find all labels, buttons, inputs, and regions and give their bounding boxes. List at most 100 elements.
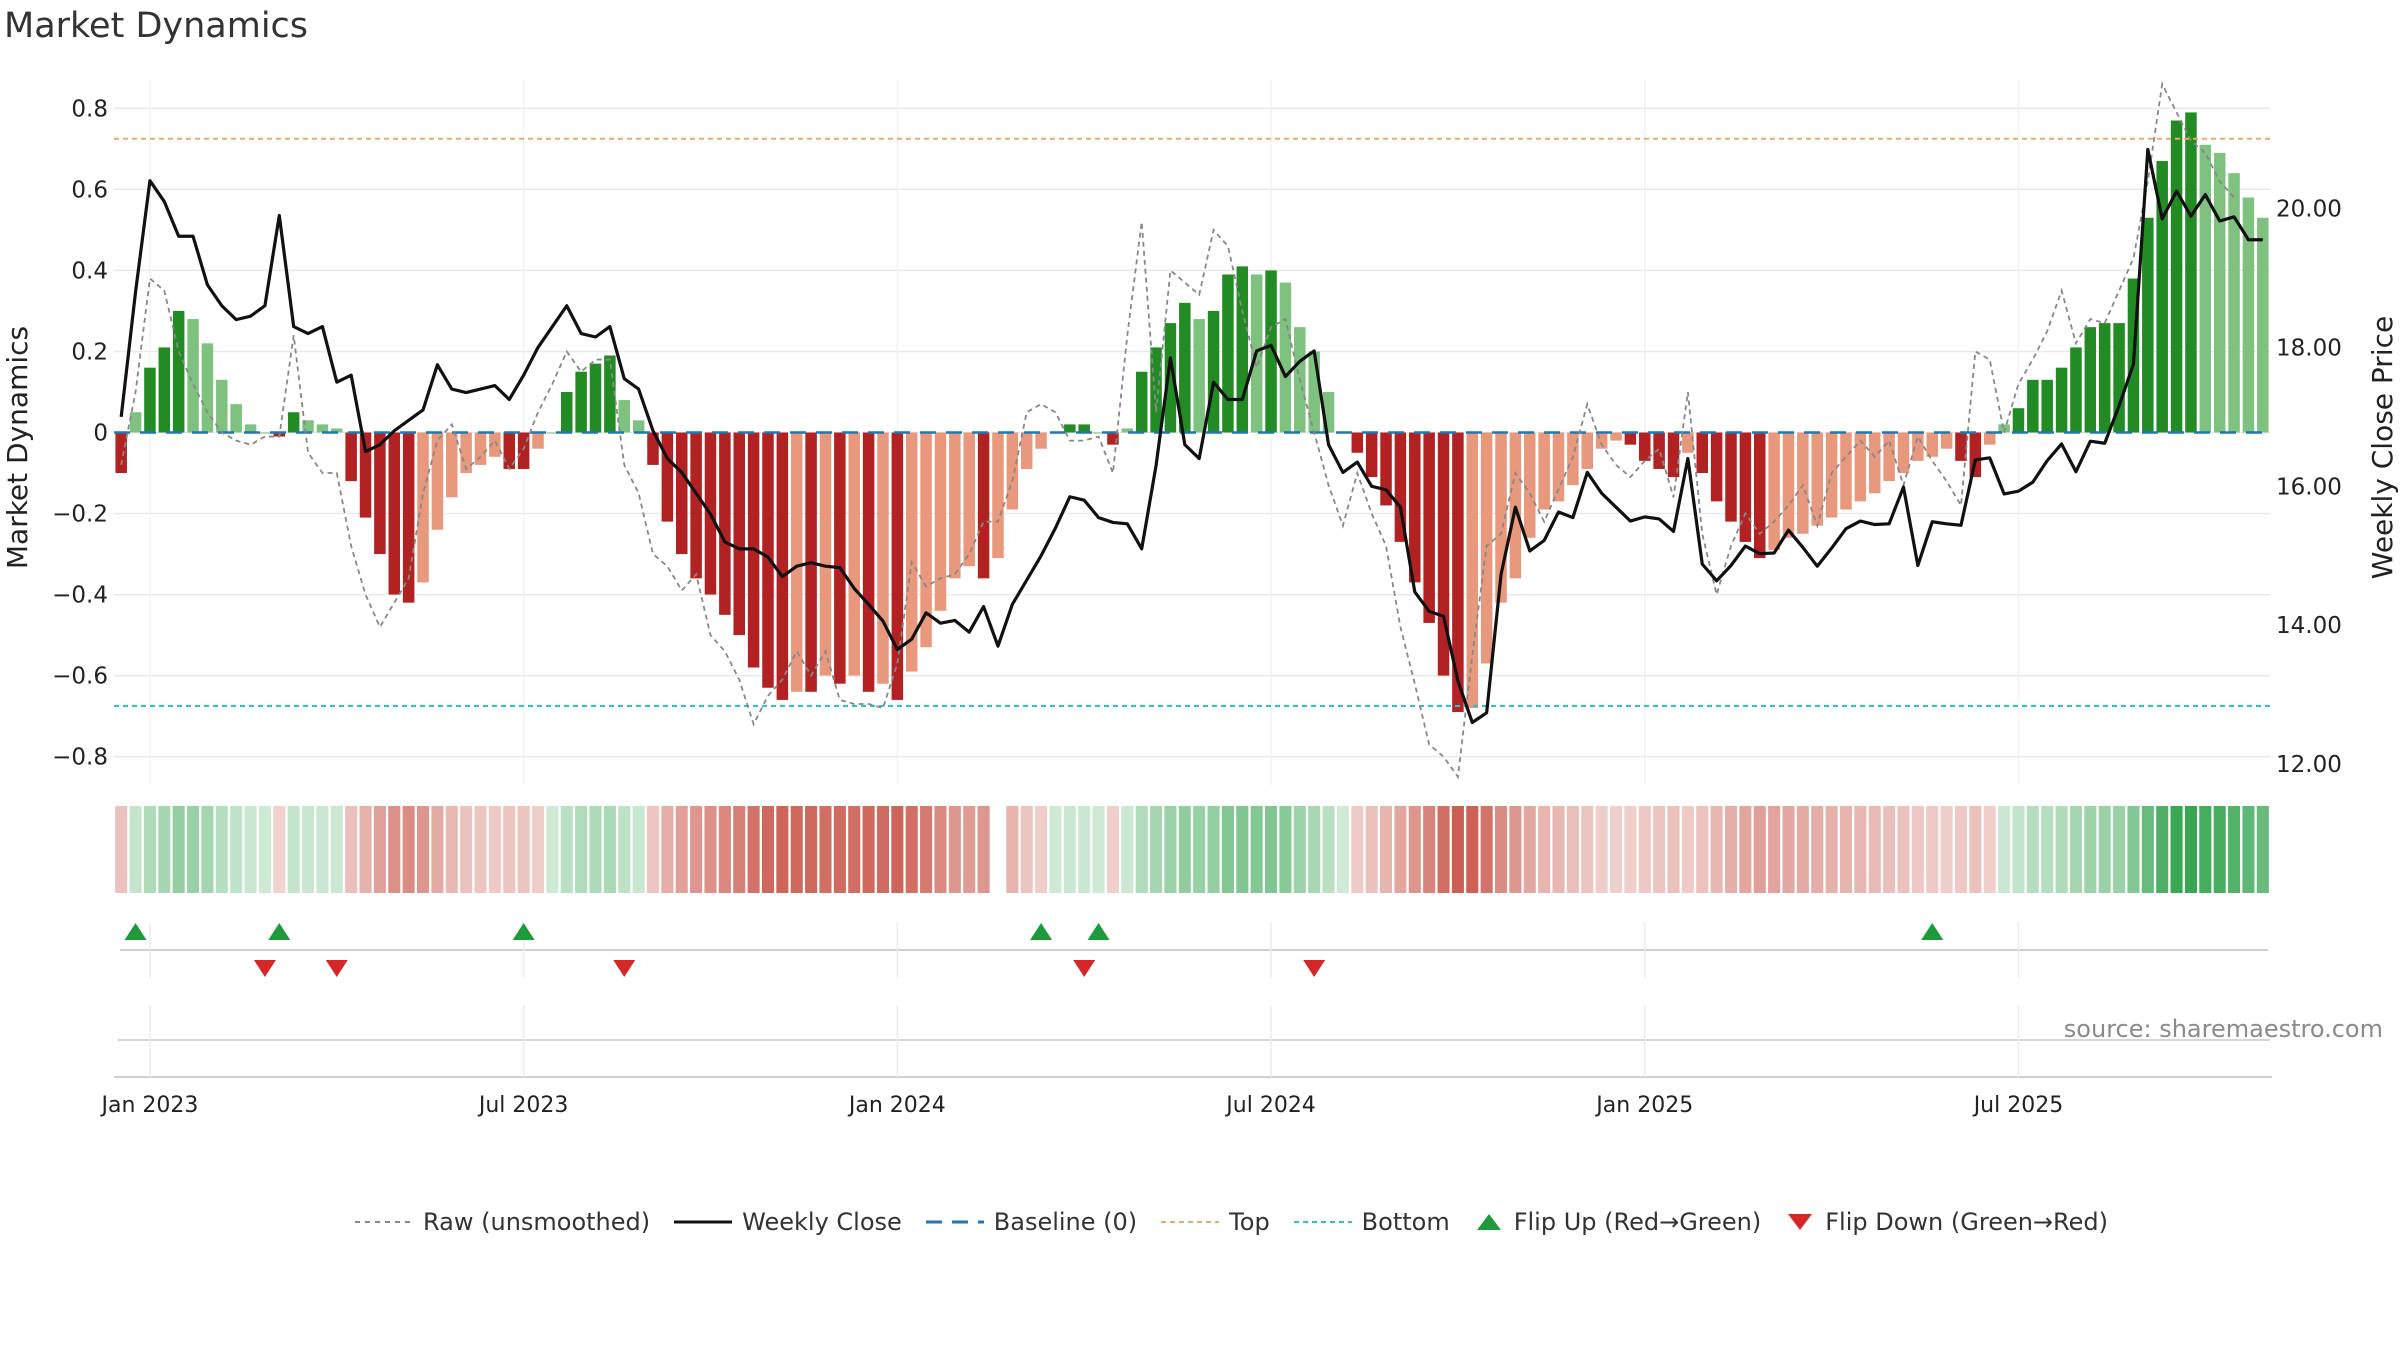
legend-item-weekly-close: Weekly Close	[674, 1208, 902, 1236]
bar	[2257, 217, 2269, 433]
y-tick-label-left: −0.4	[52, 583, 108, 609]
legend-label-baseline: Baseline (0)	[993, 1208, 1138, 1236]
bar	[1969, 432, 1982, 478]
bar	[934, 432, 947, 611]
heat-cell	[302, 806, 315, 893]
heat-cell	[776, 806, 789, 893]
heat-cell	[244, 806, 257, 893]
bar	[661, 432, 674, 522]
bar	[1710, 432, 1723, 502]
heat-cell	[1279, 806, 1292, 893]
flip-down-marker	[1303, 960, 1326, 977]
heat-cell	[1135, 806, 1148, 893]
bar	[1610, 432, 1622, 441]
heat-cell	[1035, 806, 1048, 893]
bar	[402, 432, 415, 603]
heat-cell	[575, 806, 588, 893]
heat-cell	[747, 806, 760, 893]
heat-cell	[733, 806, 746, 893]
bar	[316, 424, 329, 433]
bar	[144, 367, 156, 433]
heat-cell	[1911, 806, 1924, 893]
bar	[1854, 432, 1867, 502]
bar	[1840, 432, 1852, 510]
bar	[891, 432, 904, 700]
heat-cell	[1653, 806, 1666, 893]
heat-cell	[646, 806, 660, 893]
bar	[1883, 432, 1895, 482]
bar	[1797, 432, 1809, 534]
heat-cell	[1667, 806, 1680, 893]
heat-cell	[2156, 806, 2169, 893]
bar	[431, 432, 444, 530]
bar	[2098, 323, 2111, 433]
legend-label-flip-down: Flip Down (Green→Red)	[1825, 1208, 2108, 1236]
heat-cell	[1753, 806, 1766, 893]
bar	[1279, 282, 1292, 433]
bar	[1466, 432, 1479, 709]
bar	[1897, 432, 1910, 474]
heat-cell	[143, 806, 156, 893]
heat-cell	[2113, 806, 2126, 893]
y-tick-label-right: 20.00	[2276, 196, 2342, 222]
bar	[446, 432, 458, 498]
x-tick-label: Jul 2025	[1972, 1093, 2064, 1118]
bar	[1394, 432, 1407, 542]
bar	[776, 432, 789, 700]
bar	[632, 420, 645, 433]
heat-cell	[215, 806, 228, 893]
bar	[819, 432, 832, 676]
heat-cell	[704, 806, 717, 893]
legend-label-raw: Raw (unsmoothed)	[423, 1208, 651, 1236]
bar	[489, 432, 501, 457]
x-tick-label: Jul 2024	[1224, 1093, 1316, 1118]
heat-cell	[431, 806, 444, 893]
raw-unsmoothed-line	[120, 81, 2235, 780]
heat-cell	[1854, 806, 1867, 893]
bar	[2027, 379, 2039, 433]
heat-cell	[963, 806, 976, 893]
bar	[1322, 391, 1335, 433]
bar	[690, 432, 702, 579]
heat-cell	[258, 806, 271, 893]
legend-label-top: Top	[1229, 1208, 1270, 1236]
bar	[561, 391, 573, 433]
bar	[2228, 173, 2240, 433]
bar	[460, 432, 472, 474]
bar	[604, 355, 616, 433]
heat-cell	[1437, 806, 1450, 893]
heat-cell	[1681, 806, 1694, 893]
y-tick-label-left: 0.2	[71, 339, 108, 365]
bar	[1768, 432, 1780, 550]
y-tick-label-right: 16.00	[2276, 474, 2342, 500]
heat-cell	[934, 806, 947, 893]
bar	[1782, 432, 1795, 538]
y-tick-label-left: −0.2	[52, 502, 108, 528]
bar	[1107, 432, 1119, 445]
heat-cell	[187, 806, 200, 893]
bar	[719, 432, 731, 615]
bar	[129, 412, 142, 433]
source-attribution: source: sharemaestro.com	[2063, 1015, 2383, 1043]
bar	[1696, 432, 1709, 474]
heat-cell	[1106, 806, 1119, 893]
flip-up-marker	[1087, 923, 1110, 940]
bar	[115, 432, 127, 474]
heat-cell	[488, 806, 501, 893]
bar	[2185, 112, 2197, 433]
heat-cell	[1336, 806, 1349, 893]
bar	[762, 432, 774, 688]
bar	[1552, 432, 1565, 502]
bar	[1624, 432, 1637, 445]
bar	[302, 420, 314, 433]
heat-cell	[2026, 806, 2039, 893]
y-tick-label-left: 0.8	[71, 96, 108, 122]
heat-cell	[2098, 806, 2111, 893]
bar	[1164, 323, 1177, 433]
bar	[201, 343, 214, 433]
bar	[963, 432, 975, 567]
bar	[1983, 432, 1996, 445]
heat-cell	[661, 806, 674, 893]
heat-cell	[1236, 806, 1249, 893]
legend-label-flip-up: Flip Up (Red→Green)	[1513, 1208, 1762, 1236]
